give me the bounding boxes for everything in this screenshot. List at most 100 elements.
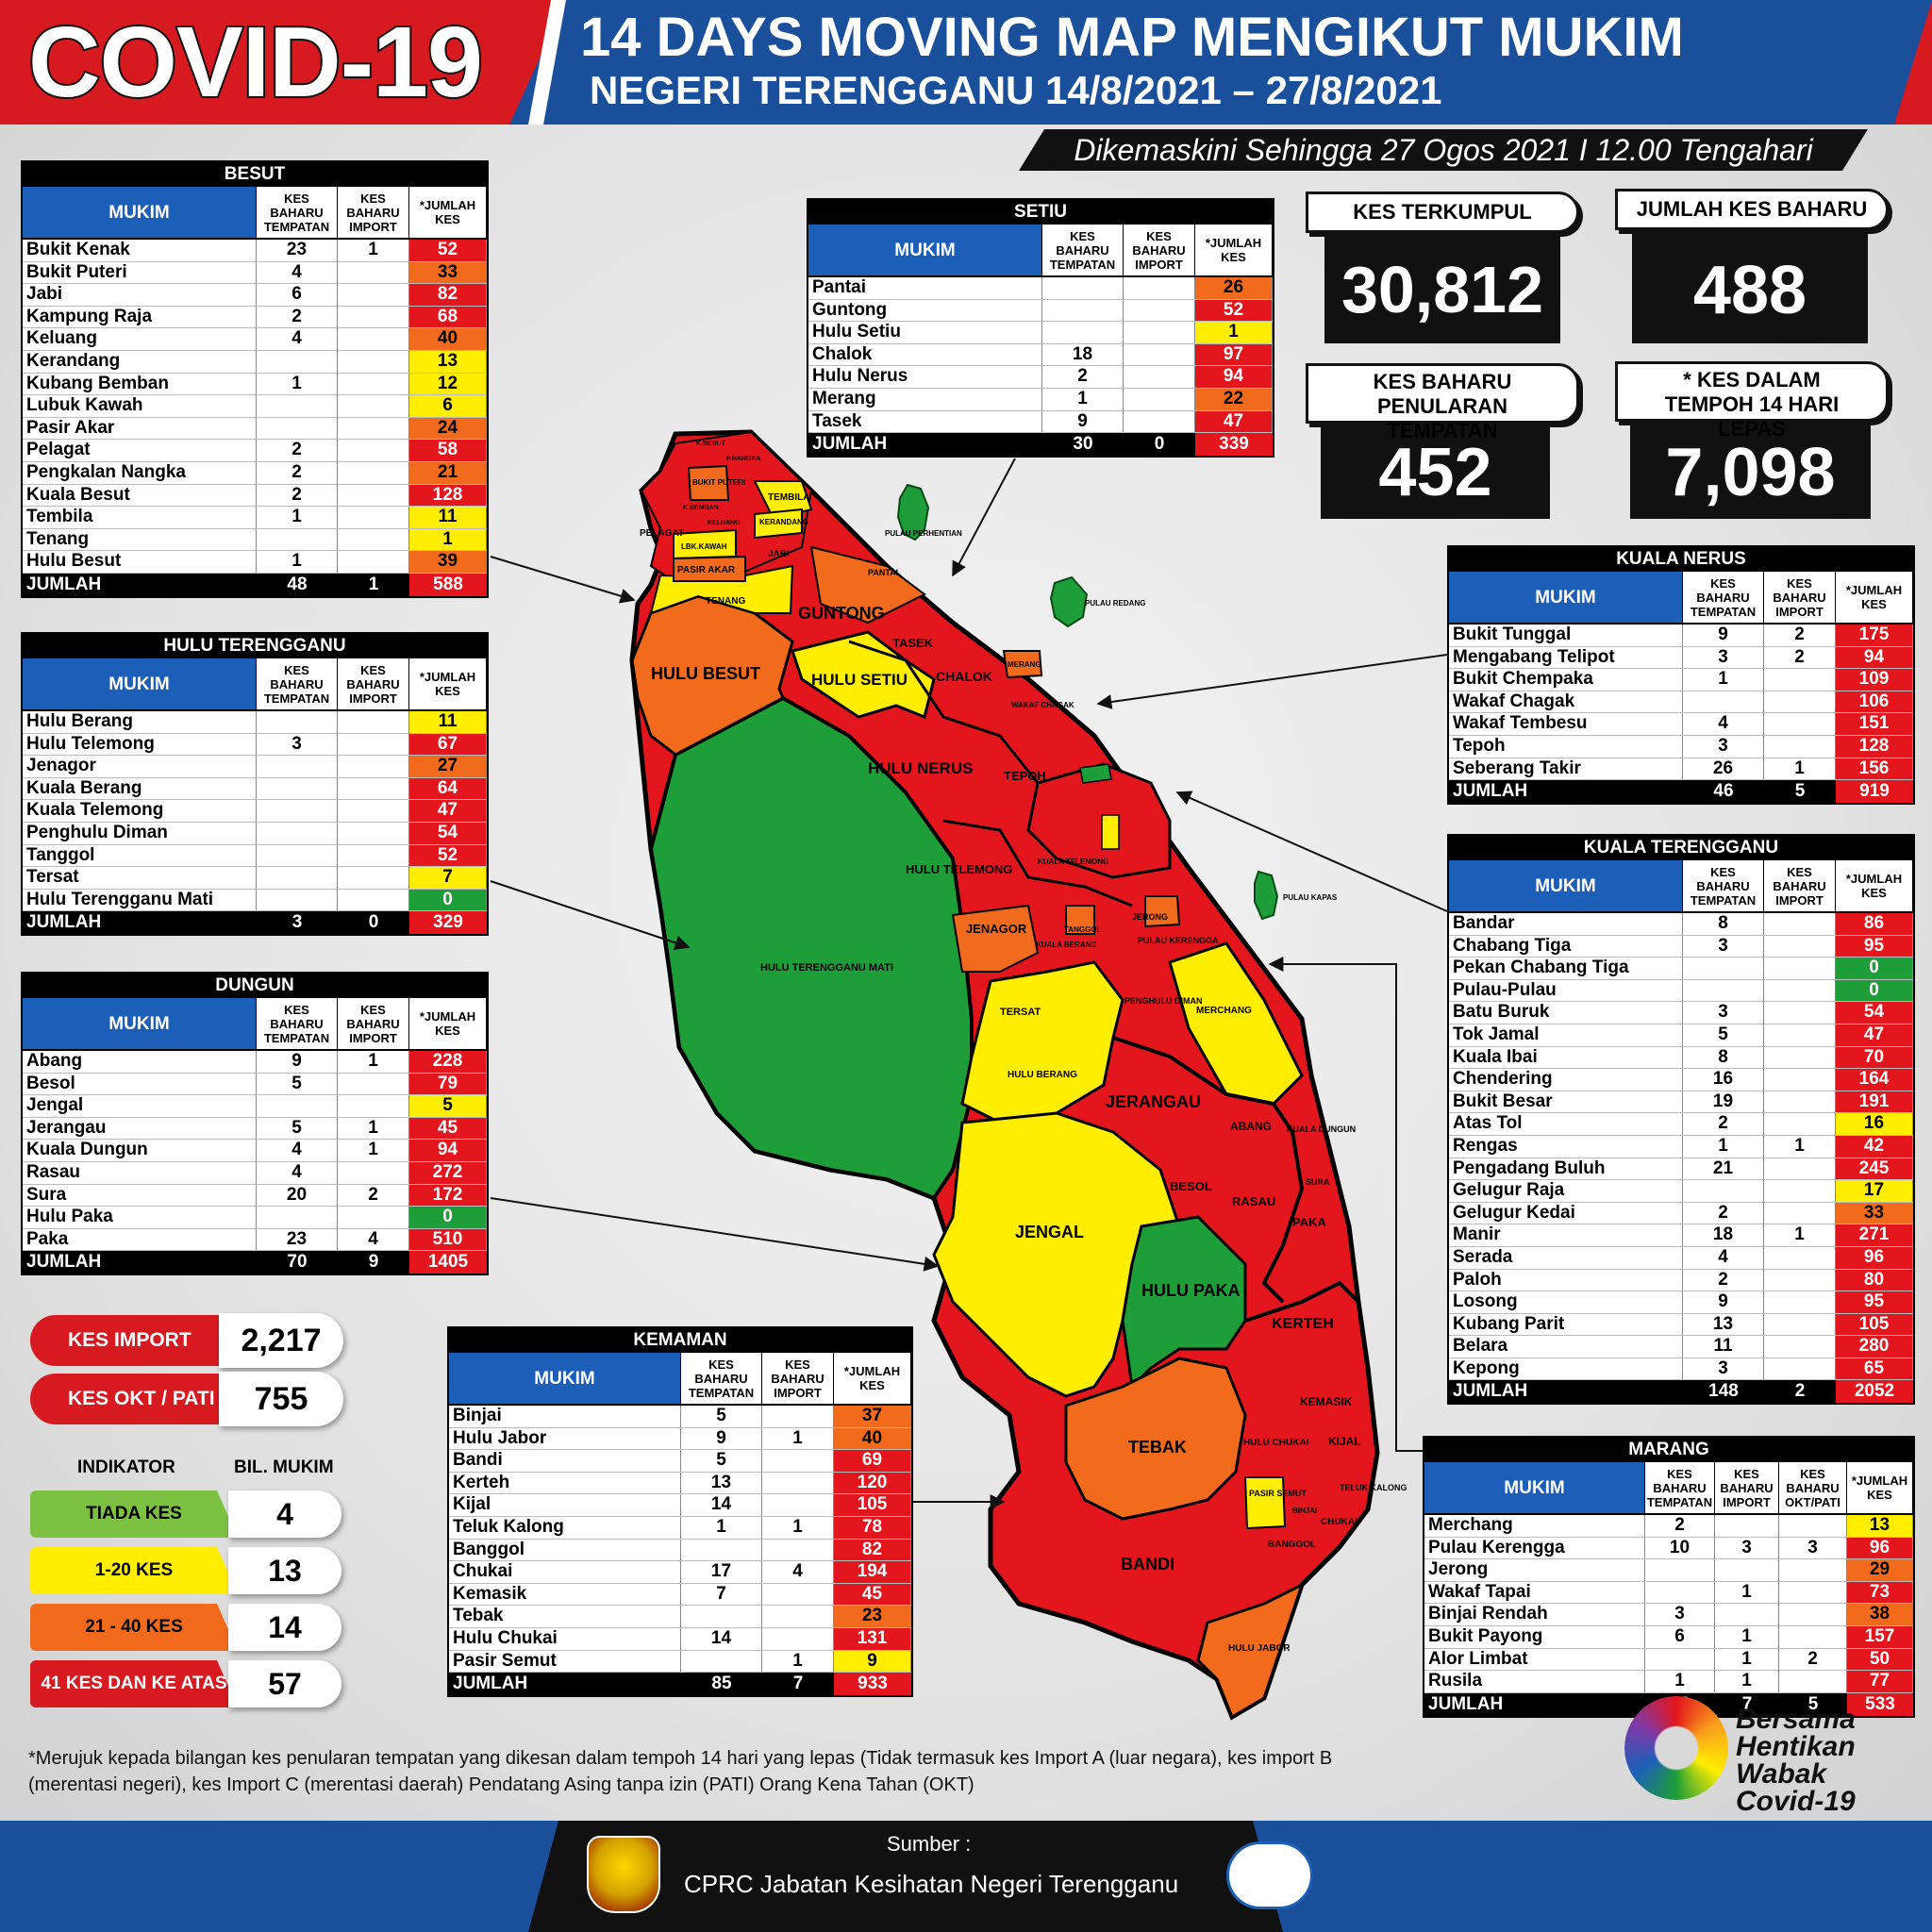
- cell-jumlah: 17: [1836, 1180, 1913, 1202]
- cell-jumlah: 0: [409, 1207, 487, 1228]
- cell-jumlah: 39: [409, 551, 487, 573]
- cell-import: [338, 711, 409, 733]
- column-header-import: KES BAHARU IMPORT: [1764, 860, 1836, 911]
- cell-jumlah: 29: [1847, 1559, 1913, 1581]
- table-kuala-nerus: KUALA NERUS MUKIM KES BAHARU TEMPATAN KES B…: [1447, 545, 1915, 806]
- column-header-tempatan: KES BAHARU TEMPATAN: [1645, 1462, 1715, 1513]
- cell-import: [1764, 1091, 1836, 1113]
- table-dungun: DUNGUN MUKIM KES BAHARU TEMPATAN KES BAHARU…: [21, 972, 489, 1276]
- table-row: Kuala Dungun 4 1 94: [23, 1140, 487, 1162]
- table-title: DUNGUN: [23, 974, 487, 998]
- cell-tempatan: [257, 777, 338, 800]
- cell-import: [1715, 1559, 1779, 1581]
- cell-tempatan: [257, 800, 338, 822]
- stat-value: 7,098: [1665, 435, 1836, 510]
- cell-jumlah: 69: [834, 1450, 911, 1472]
- cell-import: [1764, 1246, 1836, 1269]
- cell-tempatan: [257, 867, 338, 889]
- cell-import: 1: [1715, 1671, 1779, 1692]
- cell-name: Manir: [1449, 1224, 1683, 1246]
- cell-name: Pekan Chabang Tiga: [1449, 958, 1683, 979]
- cell-jumlah: 68: [409, 306, 487, 328]
- cell-name: Kemasik: [449, 1583, 681, 1606]
- cell-name: Bandar: [1449, 913, 1683, 935]
- table-row: Pantai 26: [808, 277, 1273, 300]
- cell-okt: 3: [1779, 1537, 1847, 1559]
- cell-tempatan: 6: [1645, 1625, 1715, 1648]
- cell-jumlah: 157: [1847, 1625, 1913, 1648]
- cell-name: Banggol: [449, 1539, 681, 1561]
- cell-tempatan: 9: [1683, 1291, 1764, 1313]
- cell-import: 1: [338, 1051, 409, 1073]
- cell-jumlah: 37: [834, 1406, 911, 1427]
- cell-name: Pelagat: [23, 440, 257, 461]
- cell-jumlah: 164: [1836, 1069, 1913, 1091]
- cell-jumlah: 109: [1836, 669, 1913, 691]
- cell-jumlah: 9: [834, 1650, 911, 1673]
- cell-jumlah: 175: [1836, 625, 1913, 646]
- cell-name: Bukit Payong: [1424, 1625, 1645, 1648]
- cell-import: [1764, 1046, 1836, 1069]
- table-row: Penghulu Diman 54: [23, 822, 487, 845]
- table-row: Binjai 5 37: [449, 1406, 911, 1428]
- cell-name: Merang: [808, 388, 1042, 410]
- cell-name: Chukai: [449, 1561, 681, 1583]
- cell-name: Bukit Puteri: [23, 261, 257, 284]
- cell-name: Kerteh: [449, 1472, 681, 1494]
- cell-name: Hulu Jabor: [449, 1427, 681, 1450]
- total-import: 7: [792, 1674, 804, 1694]
- cell-tempatan: 5: [1683, 1024, 1764, 1046]
- table-setiu: SETIU MUKIM KES BAHARU TEMPATAN KES BAHARU …: [807, 198, 1274, 458]
- indicator-label: TIADA KES: [30, 1491, 238, 1538]
- cell-name: Rasau: [23, 1161, 257, 1184]
- cell-tempatan: 2: [1042, 366, 1124, 388]
- cell-import: [1764, 913, 1836, 935]
- cell-tempatan: 26: [1683, 758, 1764, 780]
- cell-tempatan: 6: [257, 284, 338, 306]
- table-row: Hulu Berang 11: [23, 711, 487, 734]
- table-total-row: JUMLAH 70 9 1405: [23, 1251, 487, 1274]
- table-total-row: JUMLAH 3 0 329: [23, 911, 487, 935]
- column-header-name: MUKIM: [23, 998, 257, 1049]
- cell-tempatan: 9: [257, 1051, 338, 1073]
- cell-import: [1764, 1313, 1836, 1336]
- table-row: Kuala Berang 64: [23, 777, 487, 801]
- cell-name: Bandi: [449, 1450, 681, 1472]
- total-tempatan: 30: [1073, 434, 1093, 455]
- cell-name: Rengas: [1449, 1135, 1683, 1158]
- cell-tempatan: 2: [257, 461, 338, 484]
- table-row: Merang 1 22: [808, 388, 1273, 411]
- cell-import: 1: [1715, 1648, 1779, 1671]
- column-header-okt: KES BAHARU OKT/PATI: [1779, 1462, 1847, 1513]
- cell-import: [1124, 366, 1195, 388]
- cell-import: [1764, 1113, 1836, 1135]
- cell-import: [1764, 669, 1836, 691]
- cell-jumlah: 94: [1836, 646, 1913, 669]
- table-row: Besol 5 79: [23, 1073, 487, 1096]
- cell-name: Kerandang: [23, 350, 257, 373]
- cell-jumlah: 11: [409, 711, 487, 733]
- cell-jumlah: 94: [409, 1140, 487, 1161]
- indicator-label: 41 KES DAN KE ATAS: [30, 1660, 238, 1707]
- cell-jumlah: 45: [834, 1583, 911, 1606]
- table-total-row: JUMLAH 48 1 588: [23, 573, 487, 596]
- table-row: Pasir Semut 1 9: [449, 1650, 911, 1674]
- cell-tempatan: [681, 1606, 762, 1627]
- column-header-name: MUKIM: [1424, 1462, 1645, 1513]
- cell-jumlah: 11: [409, 507, 487, 528]
- cell-import: [338, 528, 409, 551]
- cell-import: [1124, 343, 1195, 366]
- cell-import: 2: [1764, 625, 1836, 646]
- table-row: Merchang 2 13: [1424, 1515, 1913, 1538]
- cell-import: 1: [1715, 1625, 1779, 1648]
- cell-import: 2: [338, 1184, 409, 1207]
- column-header-name: MUKIM: [1449, 860, 1683, 911]
- cell-import: [1764, 1269, 1836, 1291]
- cell-name: Rusila: [1424, 1671, 1645, 1692]
- cell-import: [338, 777, 409, 800]
- cell-jumlah: 22: [1195, 388, 1273, 410]
- total-name: JUMLAH: [1453, 1381, 1528, 1402]
- cell-name: Sura: [23, 1184, 257, 1207]
- table-row: Tok Jamal 5 47: [1449, 1024, 1913, 1047]
- cell-tempatan: [257, 417, 338, 440]
